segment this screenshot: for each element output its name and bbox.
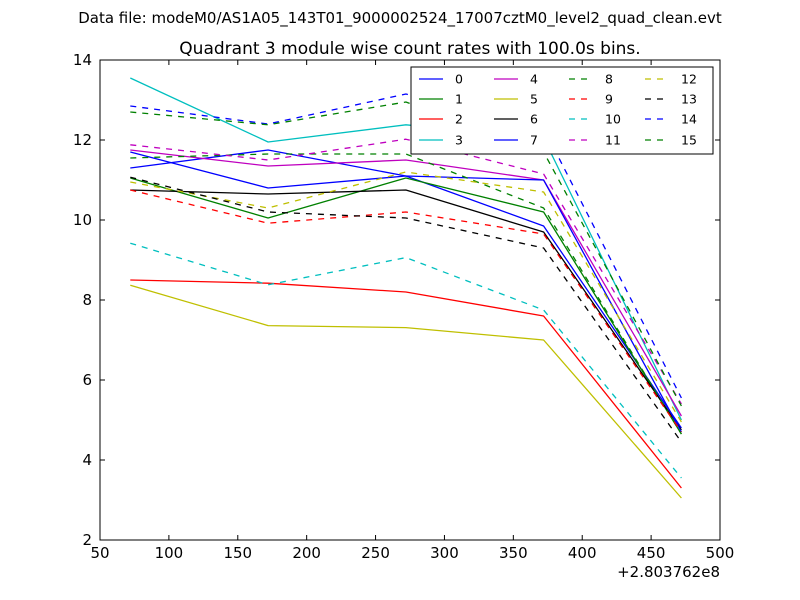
x-tick-label: 350 (499, 544, 528, 562)
x-tick-label: 500 (706, 544, 735, 562)
legend-label-1: 1 (455, 92, 463, 107)
legend-label-8: 8 (605, 72, 613, 87)
series-line-11 (130, 138, 682, 405)
x-tick-label: 300 (430, 544, 459, 562)
x-tick-label: 100 (155, 544, 184, 562)
plot-lines (130, 77, 682, 499)
series-line-6 (130, 189, 682, 431)
y-tick-label: 12 (73, 131, 92, 149)
series-line-15 (130, 101, 682, 407)
series-line-4 (130, 149, 682, 417)
legend-label-7: 7 (530, 133, 538, 148)
y-tick-label: 4 (82, 451, 92, 469)
x-tick-label: 50 (90, 544, 109, 562)
y-tick-label: 2 (82, 531, 92, 549)
legend-label-14: 14 (681, 112, 697, 127)
series-line-13 (130, 176, 682, 443)
series-line-3 (130, 77, 682, 421)
legend-label-13: 13 (681, 92, 697, 107)
x-tick-label: 200 (292, 544, 321, 562)
legend-label-9: 9 (605, 92, 613, 107)
legend-label-11: 11 (605, 133, 621, 148)
y-tick-label: 6 (82, 371, 92, 389)
series-line-14 (130, 93, 682, 399)
series-line-7 (130, 151, 682, 433)
series-line-1 (130, 177, 682, 435)
x-tick-label: 450 (637, 544, 666, 562)
x-tick-label: 250 (361, 544, 390, 562)
y-tick-label: 10 (73, 211, 92, 229)
y-tick-label: 8 (82, 291, 92, 309)
legend-label-12: 12 (681, 72, 697, 87)
legend-label-0: 0 (455, 72, 463, 87)
series-line-10 (130, 242, 682, 479)
chart-title: Quadrant 3 module wise count rates with … (179, 39, 640, 59)
legend-label-5: 5 (530, 92, 538, 107)
series-line-9 (130, 189, 682, 433)
series-line-5 (130, 284, 682, 499)
x-tick-label: 400 (568, 544, 597, 562)
legend-label-4: 4 (530, 72, 538, 87)
legend-label-15: 15 (681, 133, 697, 148)
y-tick-label: 14 (73, 51, 92, 69)
suptitle: Data file: modeM0/AS1A05_143T01_90000025… (78, 9, 722, 28)
x-tick-label: 150 (223, 544, 252, 562)
legend-label-10: 10 (605, 112, 621, 127)
series-line-2 (130, 279, 682, 489)
legend-label-2: 2 (455, 112, 463, 127)
legend-label-6: 6 (530, 112, 538, 127)
x-offset-label: +2.803762e8 (617, 563, 720, 581)
axes-frame (99, 59, 721, 541)
legend-label-3: 3 (455, 133, 463, 148)
